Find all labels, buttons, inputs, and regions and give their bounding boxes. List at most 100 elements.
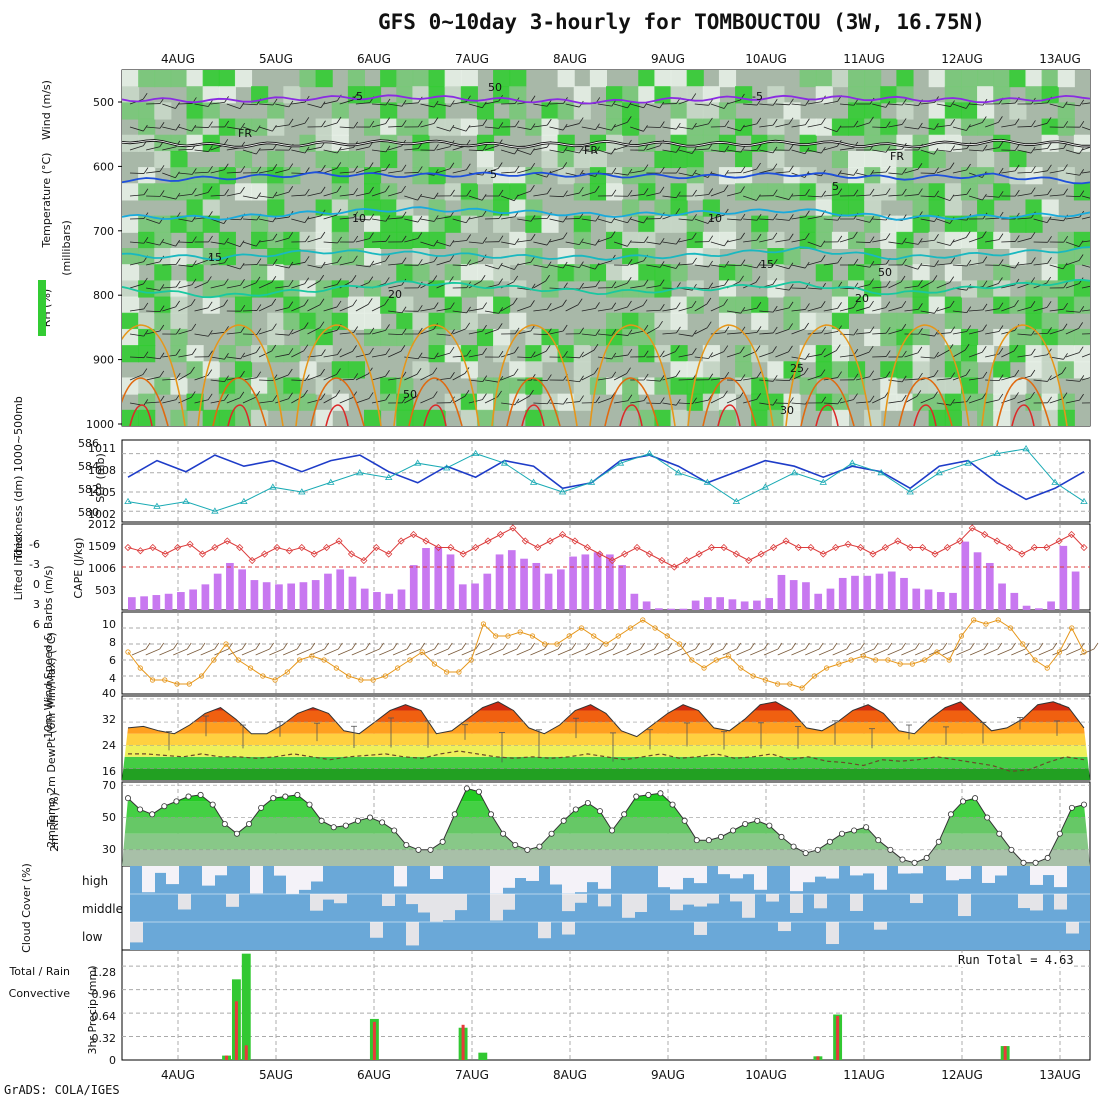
wind-barb [210,379,225,383]
wind-barb-flag [304,277,310,284]
wind-barb-flag [788,301,794,309]
wind-barb [743,377,758,381]
cape-bar [691,600,700,610]
rh-patch [670,199,688,217]
rh-patch [122,248,140,266]
isotherm-35-bump [815,404,839,426]
li-marker [707,543,716,552]
cape-bar [961,541,970,610]
rh-patch [331,312,349,330]
wind-barb-flag [901,394,907,402]
wind10m-barb-flag [640,642,645,650]
wind-barb-flag [337,348,342,355]
slp-ytick: 1005 [88,486,116,499]
cloud-gap [430,894,443,922]
wind-barb [1033,122,1048,128]
rh-marker [754,817,761,824]
wind-barb [307,304,321,312]
wind-barb [743,103,758,106]
date-axis: 4AUG4AUG5AUG5AUG6AUG6AUG7AUG7AUG8AUG8AUG… [161,52,1081,1082]
wind-barb [275,307,289,312]
wind-barb-flag [691,147,697,154]
wind-barb [371,399,386,404]
wind10m-barb [447,648,463,656]
wind-barb [888,148,903,151]
rh-patch [622,86,640,104]
wind-barb [678,263,693,266]
rh-patch [848,231,866,249]
rh-marker [560,817,567,824]
rh-patch [1009,328,1027,347]
rh-patch [896,150,914,169]
wind-barb-flag [401,120,407,127]
wind-barb-flag [434,144,439,151]
wind10m-barb-flag [722,642,728,650]
wind-barb-flag [805,353,810,360]
wind-barb-flag [336,185,342,193]
rh-marker [1044,854,1051,861]
rh-patch [1057,280,1075,298]
wind10m-barb-flag [200,642,206,650]
wind-barb-flag [853,99,859,106]
li-marker [757,550,765,558]
precip-legend-conv: Convective [9,987,71,1000]
wind-barb-flag [643,216,648,224]
wind-barb-flag [740,232,746,240]
wind-barb [178,264,193,267]
wind-speed-marker [211,657,217,663]
wind10m-barb-flag [1079,642,1085,650]
rh-patch [799,70,817,88]
wind-barb-flag [756,326,762,333]
wind-barb [388,310,403,314]
rh-marker [367,814,374,821]
isotherm-30-bump [604,377,659,426]
wind-barb [807,332,822,335]
wind-barb [291,218,305,223]
cape-bar [851,575,859,610]
wind-barb [275,285,290,289]
cloud-gap [754,866,767,890]
rh-patch [186,361,204,379]
wind-barb [920,310,935,314]
wind-speed-marker [725,653,732,659]
wind-barb [388,191,402,197]
wind-barb-flag [464,390,470,397]
wind-barb-flag [1046,276,1052,284]
wind10m-panel [122,617,1099,691]
wind-barb-flag [901,323,907,331]
wind-barb [1033,170,1048,174]
wind-barb-flag [256,258,262,265]
wind-barb-flag [272,394,278,402]
rh-marker [1008,846,1015,853]
wind-barb-flag [724,371,730,379]
rh-patch [138,102,156,120]
precip-ytick: 0.96 [92,988,117,1001]
wind-barb-flag [450,302,455,309]
rh-patch [315,312,333,330]
wind-barb-flag [756,233,762,241]
wind-barb [839,307,854,312]
wind-barb-flag [417,281,423,289]
rh-patch [509,280,527,298]
wind-barb [613,282,628,289]
wind-barb [452,240,467,243]
wind10m-barb [1011,648,1026,656]
wind-barb-flag [723,298,728,306]
isotherm-25-bump [687,324,774,426]
rh-patch [735,183,753,201]
wind-barb [1033,354,1048,358]
rh-patch [364,296,382,314]
wind-barb-flag [724,169,729,177]
wind10m-barb [186,648,202,656]
li-marker [1030,543,1038,552]
rh-patch [170,183,188,201]
wind-barb-flag [321,349,326,356]
wind-barb-flag [772,326,778,334]
wind-speed-line [127,619,1085,689]
rh-patch [380,393,398,411]
wind-barb [388,125,403,128]
wind-barb-flag [1079,169,1085,176]
wind-barb [1081,146,1090,151]
wind10m-barb [131,648,147,656]
cloud-gap [178,894,191,910]
